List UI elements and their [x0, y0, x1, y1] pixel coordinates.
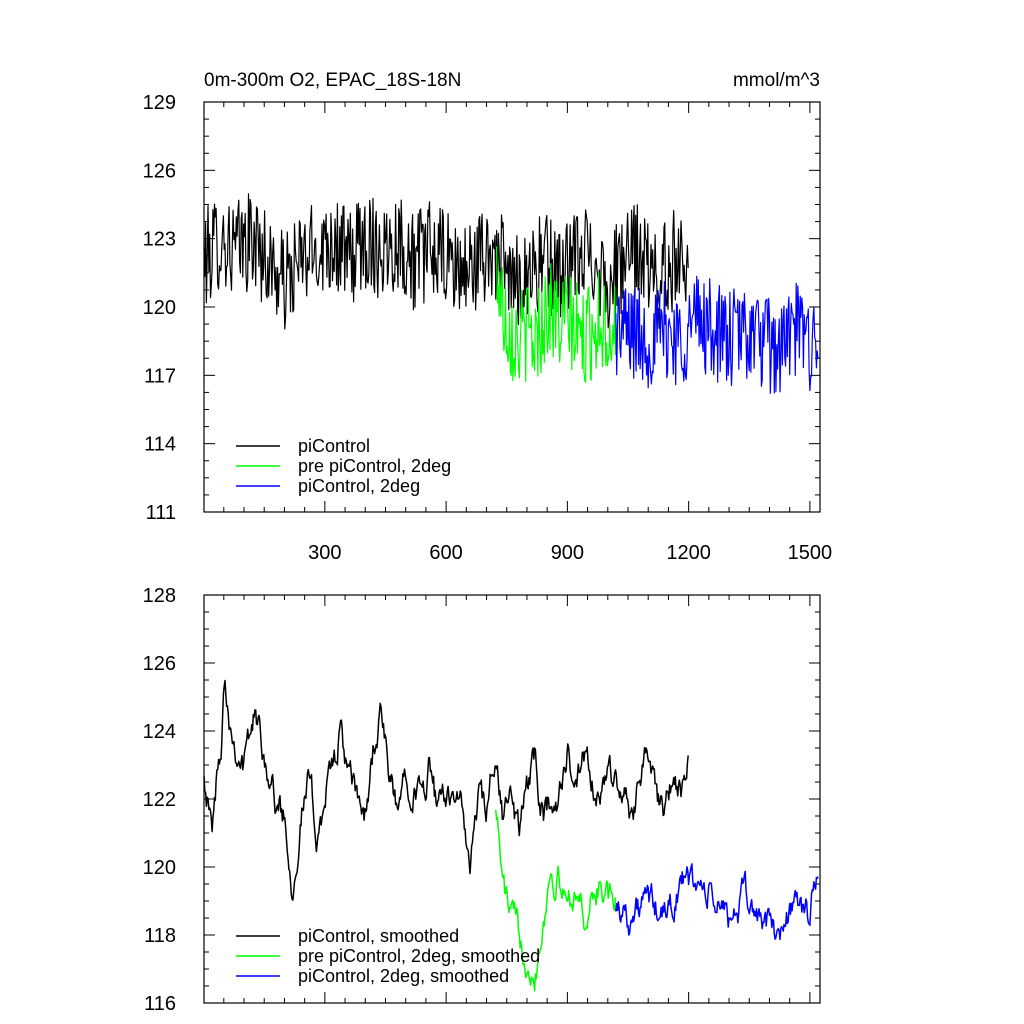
x-tick-label: 1200	[666, 542, 711, 564]
bottom-panel: 116 118 120 122 124 126 128 piControl, smoothed…	[143, 585, 821, 1015]
x-tick-label: 300	[308, 542, 341, 564]
y-tick-label: 118	[144, 925, 176, 947]
y-tick-label: 120	[143, 297, 176, 319]
top-panel: 300 600 900 1200 1500 111 114 117 120 123 126 129 pi…	[143, 92, 833, 564]
y-tick-label: 120	[143, 857, 176, 879]
legend-label: piControl, 2deg	[298, 476, 420, 496]
y-tick-label: 123	[143, 229, 176, 251]
title-right: mmol/m^3	[733, 70, 820, 91]
x-tick-label: 900	[551, 542, 584, 564]
legend-label: piControl	[298, 436, 370, 456]
series-line-2	[495, 809, 617, 992]
x-tick-label: 600	[429, 542, 462, 564]
series-line-3	[615, 863, 819, 941]
y-tick-label: 117	[144, 365, 176, 387]
title-left: 0m-300m O2, EPAC_18S-18N	[204, 70, 461, 91]
series-line-1	[203, 193, 689, 330]
y-tick-label: 126	[143, 653, 176, 675]
legend-label: pre piControl, 2deg, smoothed	[298, 946, 540, 966]
y-tick-label: 124	[143, 721, 176, 743]
series-line-3	[615, 275, 819, 394]
y-tick-label: 129	[143, 92, 176, 114]
legend-label: piControl, 2deg, smoothed	[298, 966, 509, 986]
series-line-1	[203, 679, 689, 901]
y-tick-label: 114	[144, 434, 176, 456]
series-line-2	[495, 245, 617, 383]
y-tick-label: 116	[144, 993, 176, 1015]
y-tick-label: 122	[143, 789, 176, 811]
y-tick-label: 111	[146, 502, 176, 524]
y-tick-label: 126	[143, 160, 176, 182]
legend-label: piControl, smoothed	[298, 926, 459, 946]
legend-label: pre piControl, 2deg	[298, 456, 451, 476]
y-tick-label: 128	[143, 585, 176, 607]
x-tick-label: 1500	[788, 542, 833, 564]
